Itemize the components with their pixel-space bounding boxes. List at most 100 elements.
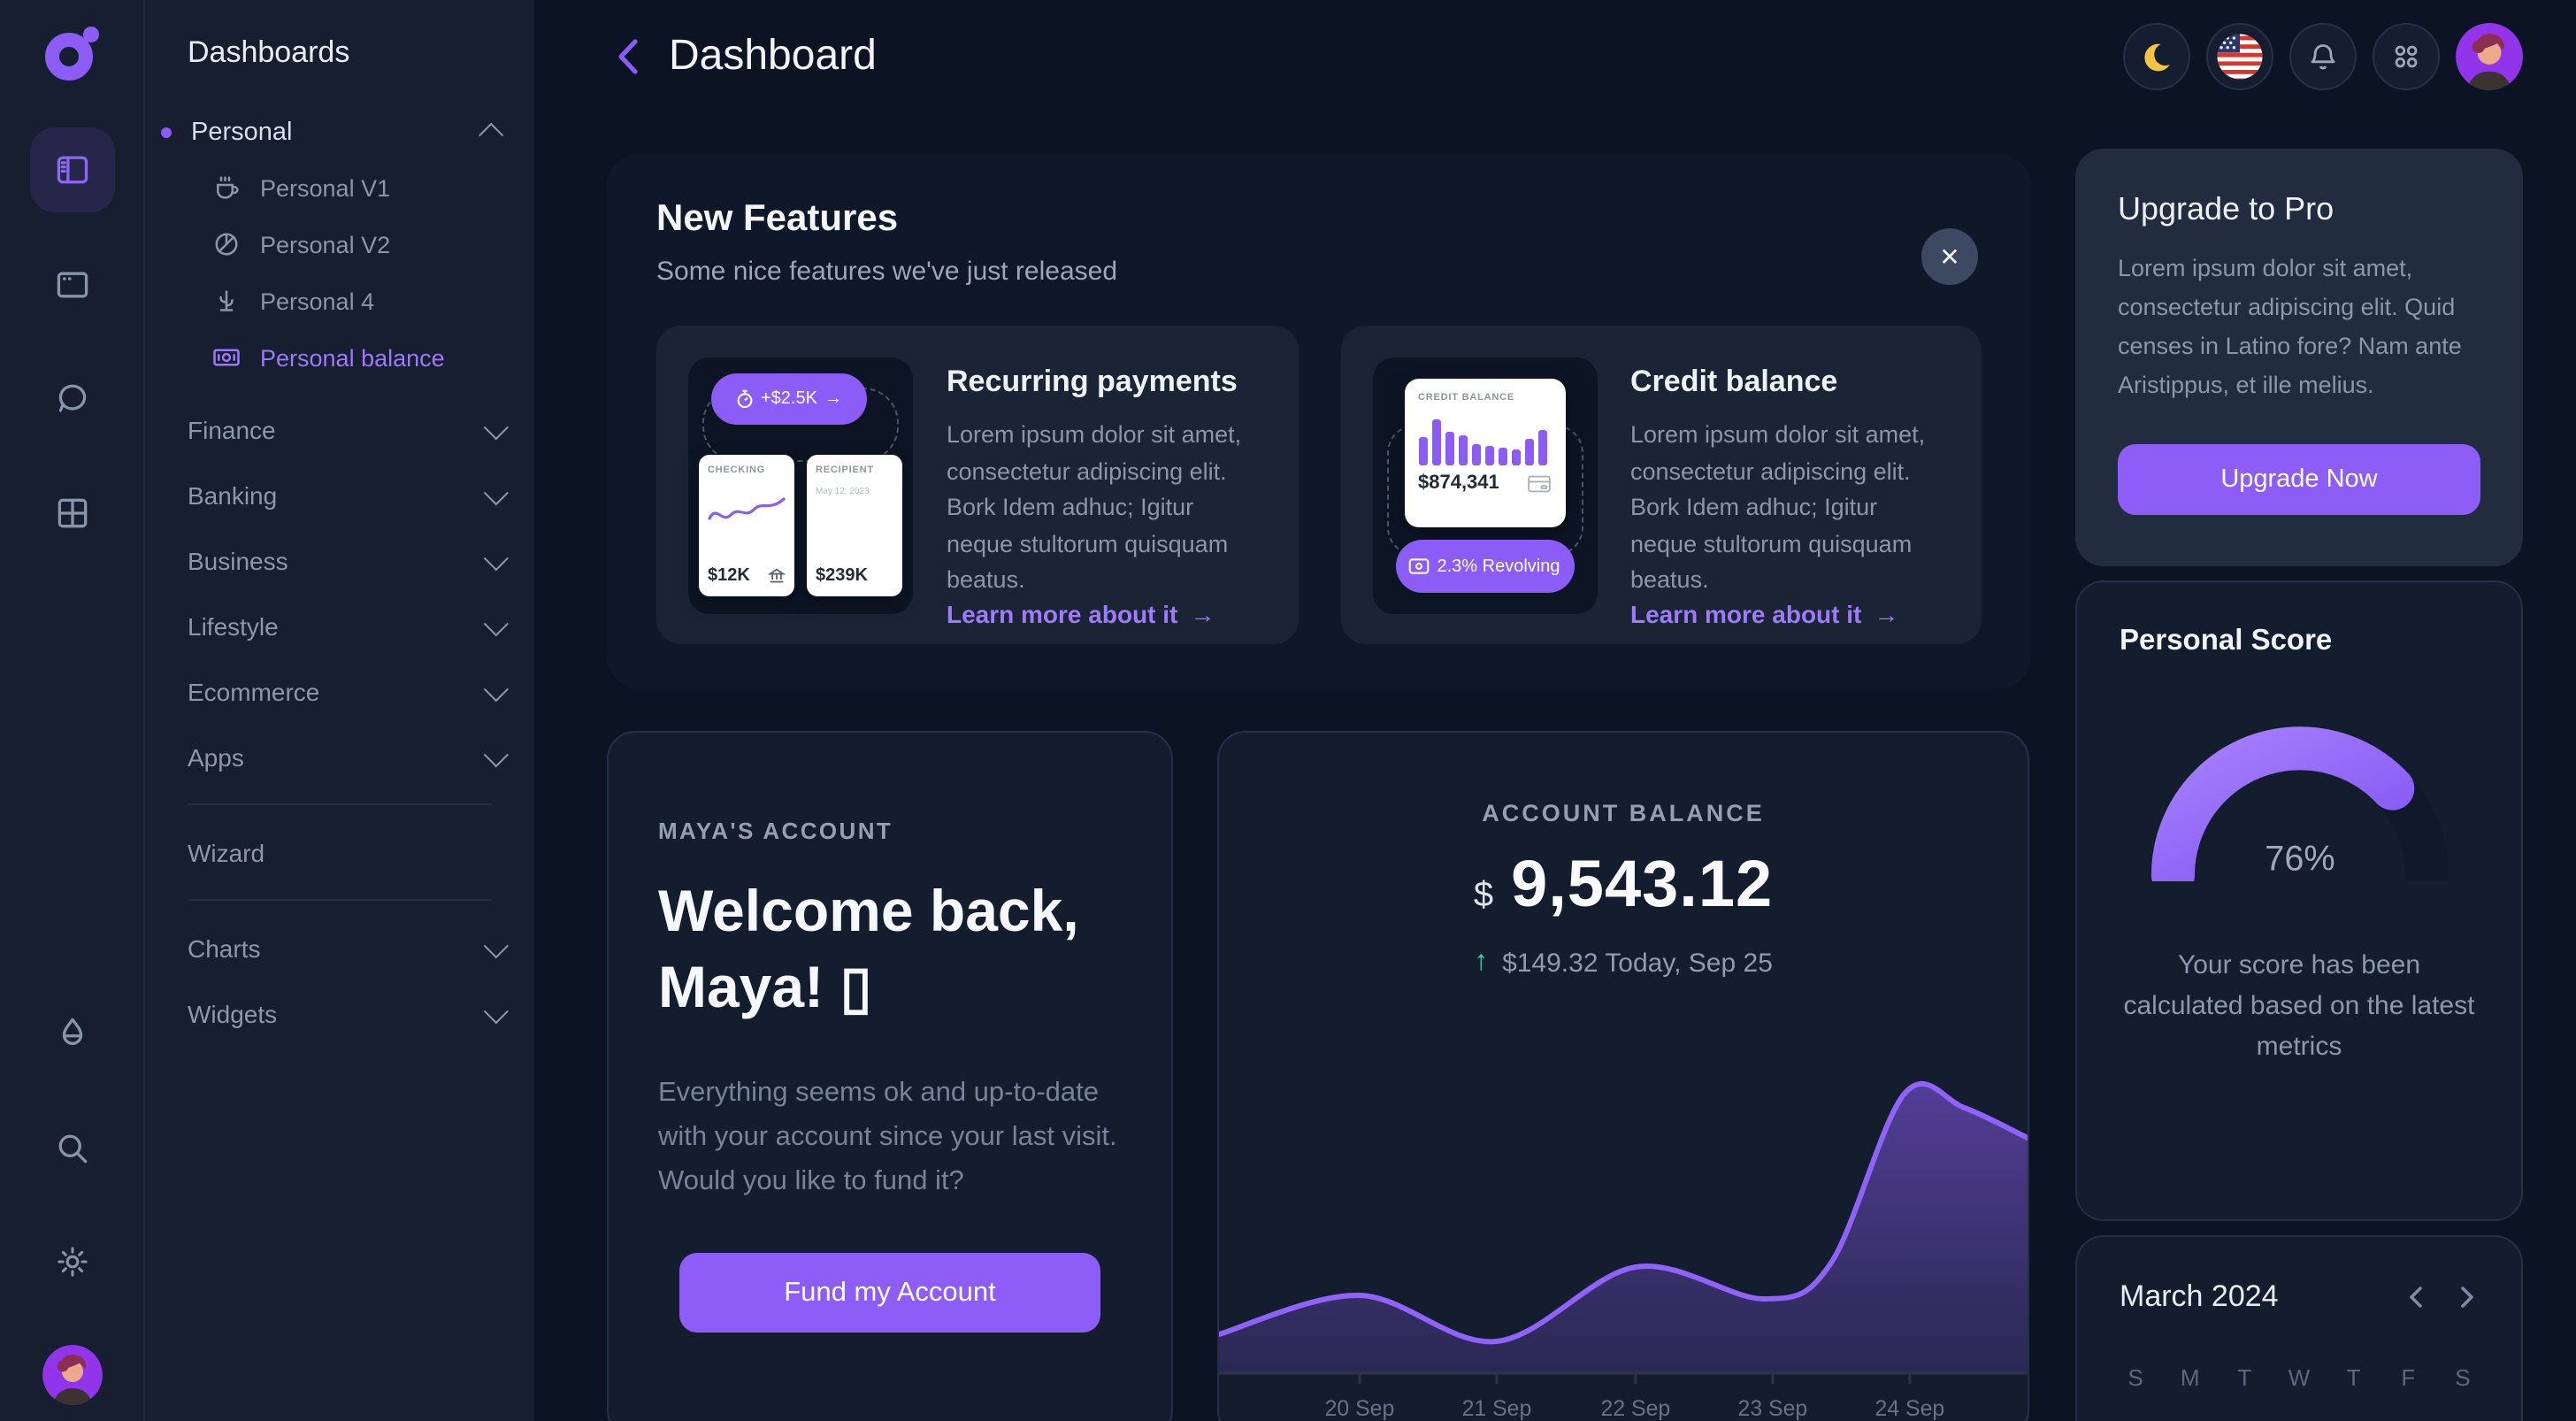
brand-logo-icon[interactable] [40,21,104,85]
bank-icon [768,568,786,583]
stopwatch-icon [737,389,753,409]
credit-balance-illustration: CREDIT BALANCE $874,341 2.3% Re [1372,357,1597,614]
fund-account-button[interactable]: Fund my Account [679,1253,1100,1333]
bar [1511,449,1520,465]
sidebar-section-business[interactable]: Business [188,527,510,593]
recipient-mini-card: RECIPIENT May 12, 2023 $239K [807,455,902,596]
theme-toggle-button[interactable] [2123,23,2190,90]
sidebar-section-widgets[interactable]: Widgets [188,980,510,1046]
search-button[interactable] [52,1129,91,1168]
feature-card-credit-balance: CREDIT BALANCE $874,341 2.3% Re [1340,326,1982,644]
link-label: Learn more about it [947,599,1178,627]
menu-divider [188,899,492,901]
revolving-pill: 2.3% Revolving [1395,540,1574,593]
mini-card-label: CHECKING [708,465,766,476]
arrow-right-icon: → [1190,599,1215,627]
sidebar-item-personal-v2[interactable]: Personal V2 [188,216,510,273]
calendar-prev-button[interactable] [2404,1285,2429,1310]
account-balance-card: ACCOUNT BALANCE $ 9,543.12 ↑ $149.32 Tod… [1217,731,2029,1421]
x-axis-label: 23 Sep [1738,1396,1808,1421]
feature-title: Recurring payments [947,365,1238,398]
sidebar-avatar[interactable] [42,1345,102,1405]
sidebar-section-finance[interactable]: Finance [188,396,510,462]
arrow-up-icon: ↑ [1474,947,1489,977]
theme-drop-button[interactable] [52,1014,91,1053]
feature-card-recurring-payments: +$2.5K → CHECKING $12K [656,326,1298,644]
learn-more-link[interactable]: Learn more about it → [1630,599,1950,627]
score-title: Personal Score [2120,625,2333,657]
apps-button[interactable] [2373,23,2440,90]
user-avatar[interactable] [2456,23,2523,90]
nav-dashboards-button[interactable] [29,127,114,212]
x-axis-label: 21 Sep [1462,1396,1532,1421]
page-header: Dashboard [534,0,2576,113]
sidebar-section-ecommerce[interactable]: Ecommerce [188,658,510,724]
coffee-icon [216,176,239,199]
sidebar-title: Dashboards [188,35,350,69]
sidebar-item-personal-balance[interactable]: Personal balance [188,329,510,386]
nav-messages-button[interactable] [52,379,91,418]
credit-mini-card: CREDIT BALANCE $874,341 [1404,379,1565,527]
header-actions [2123,23,2523,90]
bar [1498,448,1506,465]
bar [1537,430,1546,465]
learn-more-link[interactable]: Learn more about it → [947,599,1266,627]
chevron-up-icon [479,122,504,148]
sparkline-icon [708,497,786,520]
mini-card-date: May 12, 2023 [816,487,870,497]
banner-title: New Features [656,198,899,239]
sidebar-group-personal[interactable]: Personal [161,106,510,159]
section-label: Finance [188,415,276,443]
settings-button[interactable] [52,1242,91,1281]
weekday-label: T [2346,1364,2361,1391]
section-label: Ecommerce [188,677,320,705]
feature-body: Lorem ipsum dolor sit amet, consectetur … [947,421,1242,593]
sidebar-item-label: Personal balance [260,344,445,371]
welcome-card: MAYA'S ACCOUNT Welcome back, Maya! ▯ Eve… [607,731,1173,1421]
grid-panes-icon [57,498,87,528]
active-group-bullet [161,127,172,138]
sidebar-section-charts[interactable]: Charts [188,915,510,980]
upgrade-now-button[interactable]: Upgrade Now [2118,444,2480,515]
score-gauge: 76% [2150,726,2449,882]
bar-chart-icon [1418,419,1546,465]
mini-card-label: RECIPIENT [816,465,874,476]
bar [1458,435,1467,465]
bar [1471,444,1480,465]
banner-subtitle: Some nice features we've just released [656,257,1118,287]
chevron-down-icon [483,998,509,1024]
mini-card-value: $874,341 [1418,472,1499,494]
chevron-down-icon [483,545,509,571]
notifications-button[interactable] [2289,23,2357,90]
recurring-payments-illustration: +$2.5K → CHECKING $12K [688,357,913,614]
sidebar-section-lifestyle[interactable]: Lifestyle [188,593,510,658]
upgrade-title: Upgrade to Pro [2118,191,2334,227]
section-label: Charts [188,933,261,962]
section-label: Business [188,546,288,574]
sidebar-section-banking[interactable]: Banking [188,462,510,527]
language-button[interactable] [2206,23,2273,90]
arrow-right-icon: → [1874,599,1899,627]
nav-window-button[interactable] [52,265,91,304]
droplet-icon [61,1018,82,1046]
calendar-panel: March 2024 S M T W T F S [2075,1235,2523,1421]
score-value: 76% [2264,840,2334,879]
pill-label: 2.3% Revolving [1437,557,1560,576]
section-label: Wizard [188,838,265,866]
us-flag-icon [2217,34,2263,80]
sidebar-item-wizard[interactable]: Wizard [188,819,510,885]
balance-amount: 9,543.12 [1511,848,1774,920]
weekday-label: W [2288,1364,2311,1391]
sidebar-item-personal-4[interactable]: Personal 4 [188,273,510,329]
weekday-header: S M T W T F S [2120,1364,2479,1391]
account-kicker: MAYA'S ACCOUNT [658,818,893,844]
weekday-label: T [2237,1364,2252,1391]
sidebar-item-personal-v1[interactable]: Personal V1 [188,159,510,216]
window-icon [56,272,88,298]
calendar-next-button[interactable] [2454,1285,2479,1310]
nav-grid-button[interactable] [52,494,91,533]
sidebar-section-apps[interactable]: Apps [188,724,510,789]
back-button[interactable] [616,37,640,76]
bar [1431,419,1440,465]
banner-close-button[interactable]: ✕ [1921,228,1978,285]
